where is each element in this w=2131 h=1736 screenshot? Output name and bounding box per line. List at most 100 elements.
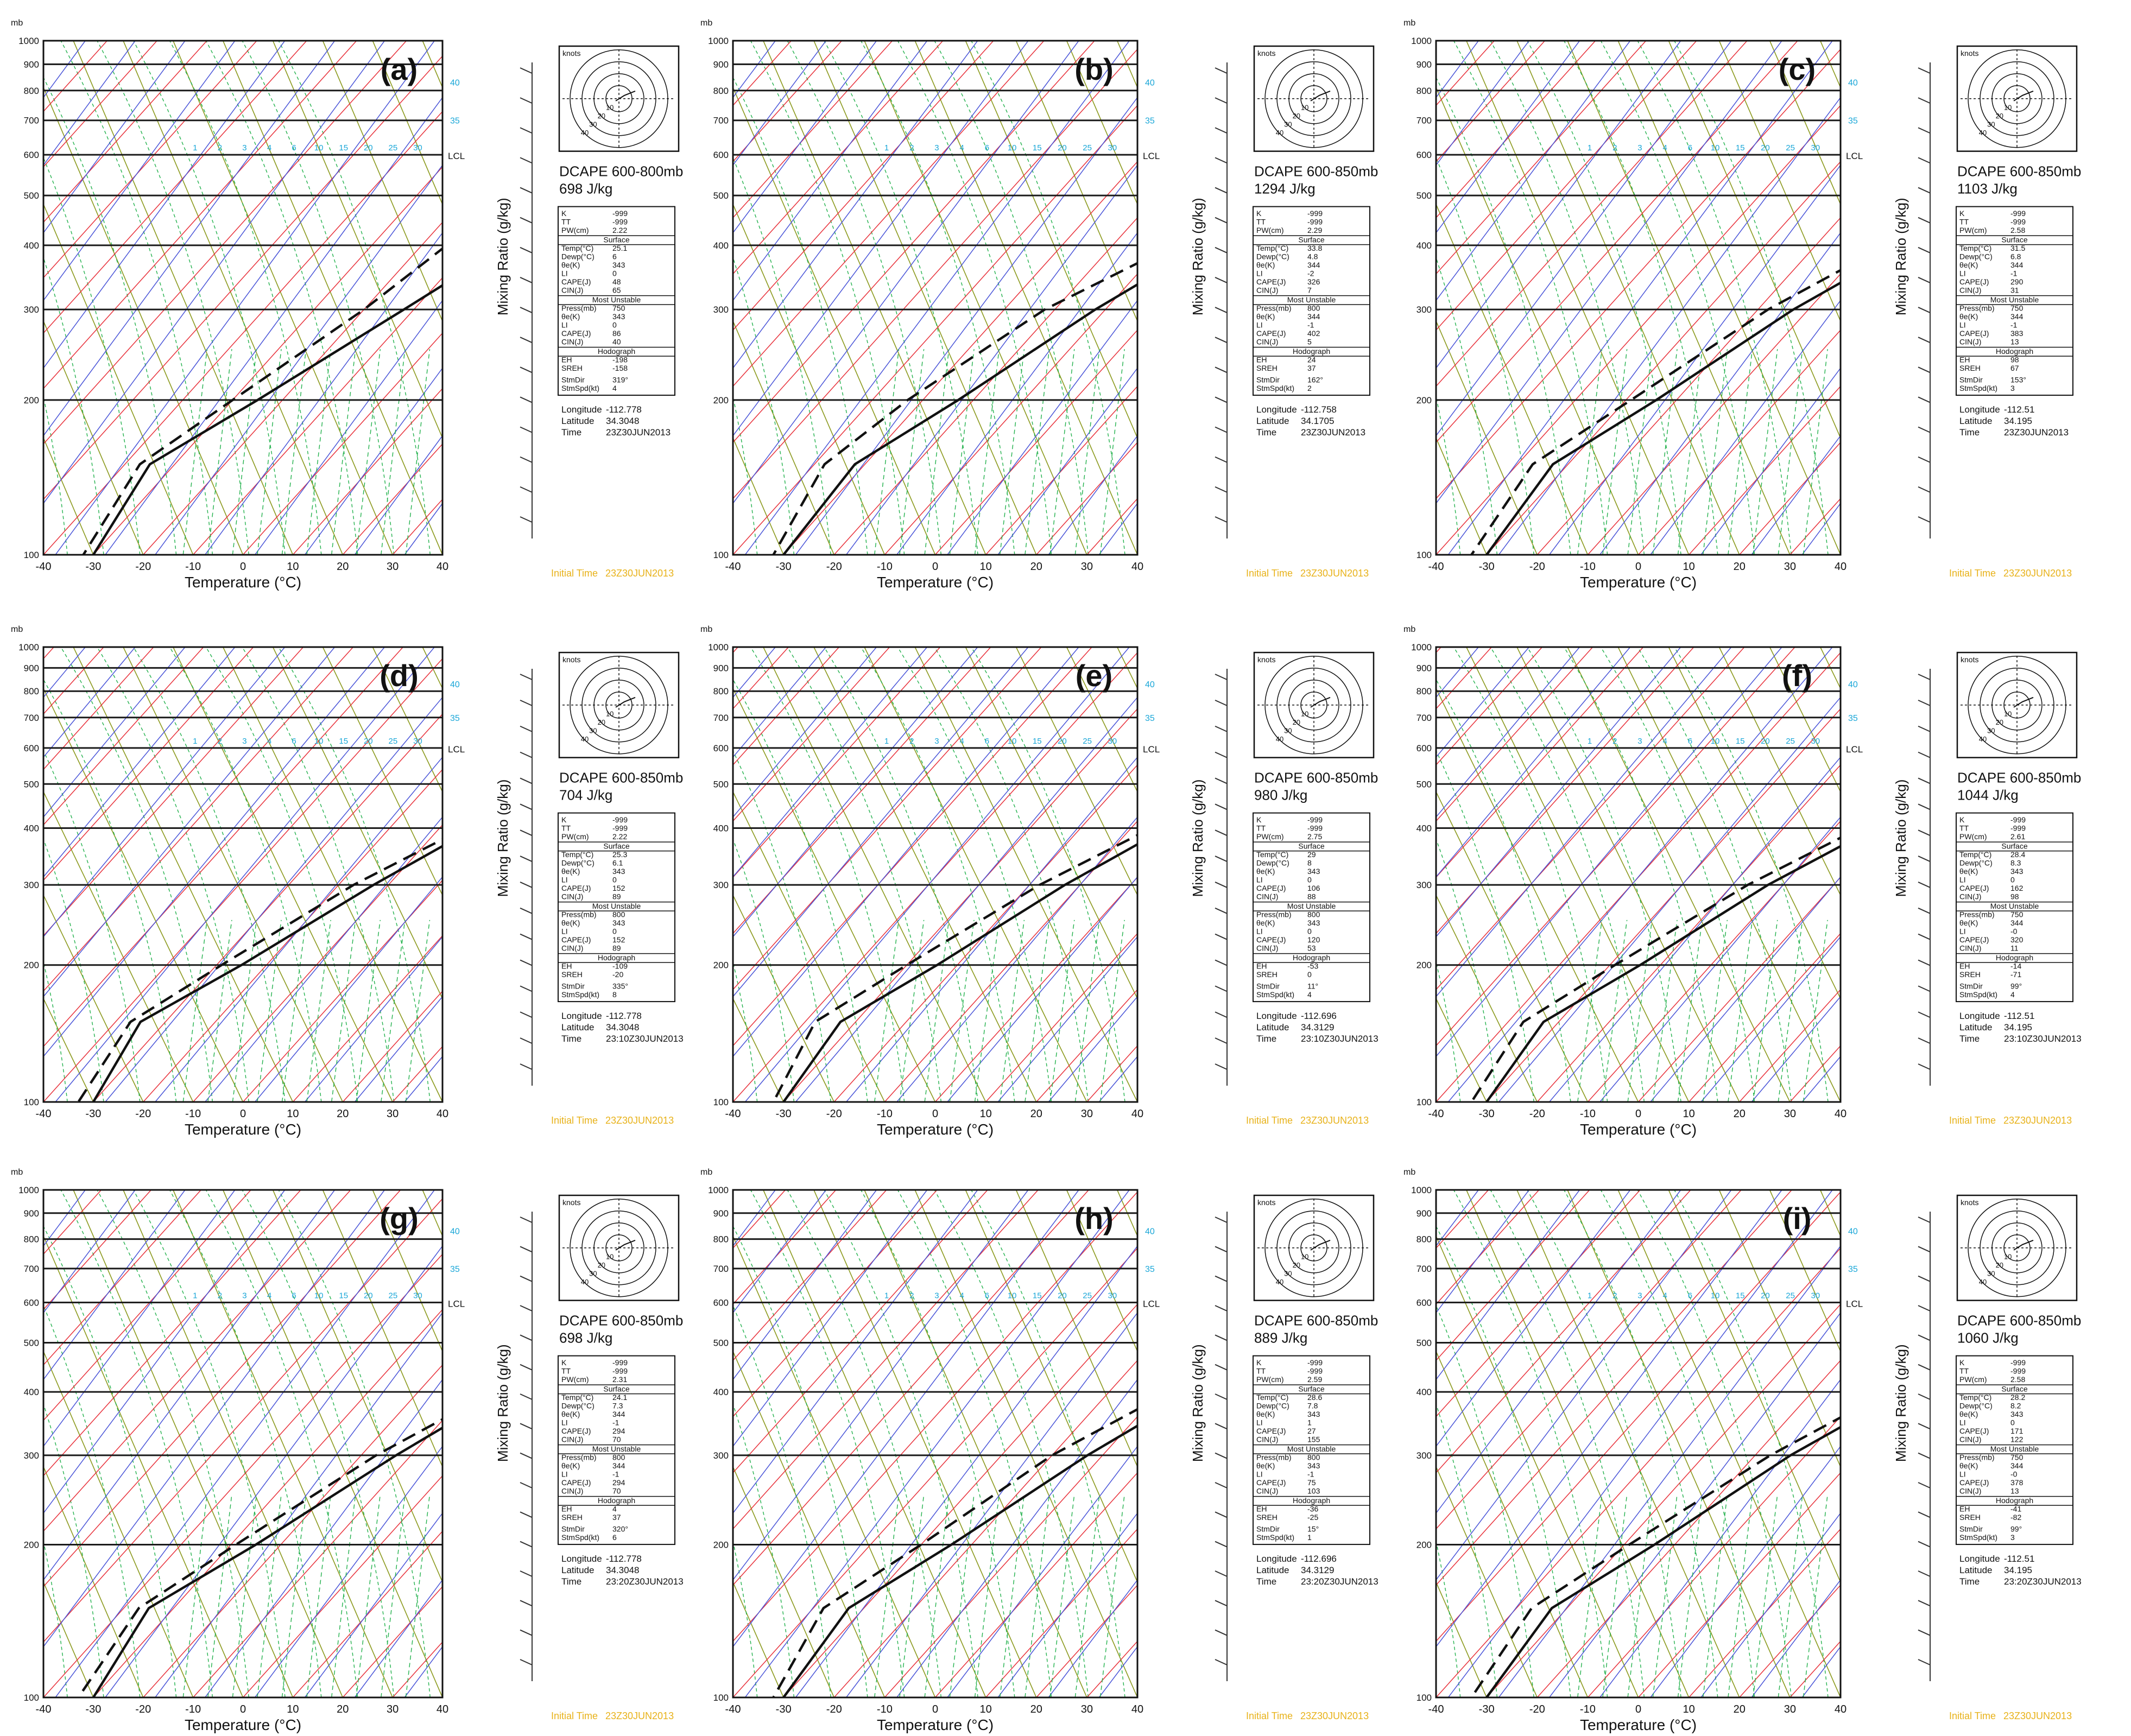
isentrope-line (43, 41, 286, 369)
dcape-title: DCAPE 600-800mb (559, 163, 683, 180)
table-section-header: Hodograph (1293, 1496, 1330, 1505)
location-label: Time (561, 1576, 581, 1587)
dry-adiabat (1718, 41, 1841, 322)
x-tick-label: -20 (826, 1703, 842, 1715)
mixing-ratio-tick: 25 (1083, 1291, 1092, 1300)
dry-adiabat (965, 41, 1137, 439)
table-row-label: Press(mb) (1959, 910, 1995, 919)
hodograph-ring-label: 10 (606, 1253, 614, 1261)
table-row-value: 120 (1307, 935, 1320, 944)
isentrope-line (1436, 1190, 1732, 1581)
mixing-ratio-line (232, 920, 257, 1102)
mixing-ratio-line (1728, 920, 1753, 1102)
x-tick-label: -10 (877, 1108, 893, 1120)
x-tick-label: -30 (85, 1108, 101, 1120)
plot-frame (42, 40, 444, 556)
table-row-value: 15° (1307, 1525, 1319, 1534)
isentrope-line (1436, 647, 1782, 1057)
moist-adiabat (861, 647, 1015, 1102)
x-axis-label: Temperature (°C) (877, 1121, 994, 1138)
x-tick-label: 20 (337, 1703, 349, 1715)
y-tick-label: 200 (24, 960, 39, 971)
table-row-value: -1 (2010, 269, 2018, 278)
wind-barb (1918, 1393, 1931, 1400)
wind-barb (1918, 1063, 1931, 1070)
table-row-label: TT (1256, 1367, 1266, 1376)
table-row-value: 4 (1307, 990, 1312, 999)
isentrope-line (733, 647, 978, 937)
moist-adiabat (43, 1225, 177, 1697)
isotherm (1739, 989, 1841, 1102)
table-row-value: 25.1 (612, 244, 627, 252)
dry-adiabat (914, 647, 1137, 1102)
wind-barb (1215, 1659, 1228, 1665)
hodograph-trace (1310, 1239, 1331, 1251)
mixing-ratio-line (899, 920, 925, 1102)
isentrope-line (1436, 41, 1782, 504)
dry-adiabat (1436, 86, 1639, 555)
table-row-label: K (561, 1358, 567, 1367)
isotherm (733, 1190, 1039, 1530)
mixing-ratio-line (1753, 920, 1778, 1102)
location-value: 34.3129 (1301, 1022, 1334, 1032)
table-row-label: StmDir (1959, 1525, 1983, 1534)
wind-barb (520, 1275, 533, 1282)
dry-adiabat (1436, 790, 1589, 1102)
isentrope-line (354, 996, 442, 1102)
dcape-title: DCAPE 600-850mb (1254, 770, 1378, 786)
plot-frame (42, 1189, 444, 1699)
table-row-label: CIN(J) (1959, 286, 1981, 295)
table-row-label: CIN(J) (561, 338, 583, 346)
wind-barb (1215, 307, 1228, 313)
isentrope-line (1700, 1512, 1841, 1697)
dry-adiabat (372, 647, 442, 793)
isotherm (342, 1586, 442, 1697)
wind-barb (520, 516, 533, 523)
wind-barb (1215, 882, 1228, 888)
panel-label: (f) (1782, 658, 1812, 693)
moist-adiabat (971, 647, 1125, 1102)
wind-barb (1215, 1011, 1228, 1018)
table-row-label: Press(mb) (1256, 910, 1292, 919)
x-tick-label: 20 (1030, 561, 1042, 573)
mixing-ratio-line (331, 1494, 356, 1697)
table-row-label: LI (1959, 269, 1966, 278)
table-row-label: PW(cm) (561, 226, 589, 235)
location-label: Latitude (561, 1022, 595, 1032)
moist-adiabat (133, 647, 286, 1102)
mixing-ratio-tick: 25 (1083, 143, 1092, 153)
moist-adiabat (133, 41, 286, 555)
x-tick-label: -10 (1580, 1108, 1596, 1120)
hodograph-ring-label: 20 (1293, 1261, 1300, 1269)
table-row-value: 344 (2010, 1461, 2023, 1470)
isentrope-line (1548, 164, 1841, 555)
table-section-header: Most Unstable (1990, 1444, 2039, 1453)
mixing-ratio-tick: 30 (1811, 1291, 1820, 1300)
x-tick-label: 10 (1683, 1108, 1695, 1120)
x-tick-label: 30 (1081, 1108, 1093, 1120)
isentrope-line (55, 1190, 435, 1697)
x-tick-label: 0 (932, 1703, 938, 1715)
mixing-ratio-tick: 6 (985, 1291, 989, 1300)
table-row-value: -1 (612, 1470, 619, 1479)
location-label: Time (1256, 1576, 1276, 1587)
table-row-label: CAPE(J) (1256, 935, 1286, 944)
wind-barb (520, 1217, 533, 1223)
mixing-ratio-line (1728, 349, 1753, 555)
dry-adiabat (173, 647, 393, 1102)
table-row-value: 3 (2010, 384, 2015, 392)
table-row-value: 28.4 (2010, 850, 2025, 859)
table-row-label: CAPE(J) (1959, 935, 1989, 944)
wind-barb (1918, 751, 1931, 758)
mixing-ratio-tick: 10 (1711, 143, 1720, 153)
mixing-ratio-line (1577, 920, 1603, 1102)
mixing-ratio-line (1049, 1494, 1075, 1697)
wind-barb (1918, 486, 1931, 493)
mixing-ratio-tick: 10 (1008, 737, 1017, 746)
dry-adiabat (73, 1190, 294, 1697)
mixing-ratio-tick: 20 (364, 1291, 373, 1300)
isotherm (292, 388, 442, 555)
isotherm (783, 161, 1137, 555)
table-row-label: PW(cm) (1959, 832, 1987, 841)
table-row-label: θe(K) (561, 312, 580, 321)
